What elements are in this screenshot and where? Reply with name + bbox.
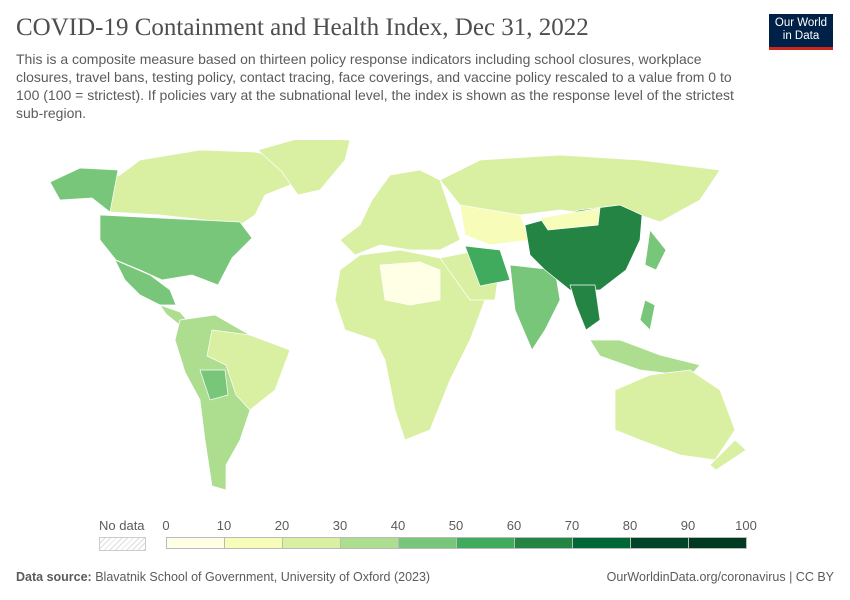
legend-bin[interactable] [572, 537, 631, 549]
country-europe[interactable]: Europe [339, 169, 461, 256]
country-sahara[interactable]: Sahara [379, 261, 441, 306]
legend-tick: 10 [216, 518, 232, 533]
country-iran[interactable]: Iran [464, 245, 511, 287]
country-kazakhstan[interactable]: Kazakhstan [459, 204, 531, 246]
legend-tick: 40 [390, 518, 406, 533]
country-africa[interactable]: Africa [334, 249, 486, 441]
logo-line: in Data [782, 29, 820, 42]
legend-tick: 70 [564, 518, 580, 533]
legend-tick: 0 [162, 518, 170, 533]
legend-bin[interactable] [688, 537, 747, 549]
country-new-zealand[interactable]: New Zealand [709, 439, 747, 471]
footer-url[interactable]: OurWorldinData.org/coronavirus | CC BY [606, 570, 834, 584]
legend-tick: 60 [506, 518, 522, 533]
legend-bin[interactable] [630, 537, 689, 549]
owid-logo[interactable]: Our World in Data [769, 14, 833, 50]
country-brazil[interactable]: Brazil [206, 329, 291, 411]
legend-bin[interactable] [224, 537, 283, 549]
country-japan[interactable]: Japan [644, 229, 667, 271]
source-text[interactable]: Blavatnik School of Government, Universi… [95, 570, 431, 584]
country-bolivia[interactable]: Bolivia [199, 369, 229, 401]
country-united-states[interactable]: United States [99, 214, 253, 286]
data-source: Data source: Blavatnik School of Governm… [16, 570, 430, 584]
country-myanmar[interactable]: Myanmar [569, 284, 601, 331]
legend-bin[interactable] [398, 537, 457, 549]
no-data-label: No data [99, 518, 145, 533]
color-legend: No data 0 10 20 30 40 50 60 70 80 90 100 [95, 516, 765, 556]
legend-bin[interactable] [166, 537, 225, 549]
country-greenland[interactable]: Greenland [257, 140, 351, 196]
legend-tick: 80 [622, 518, 638, 533]
legend-tick: 100 [735, 518, 757, 533]
country-mexico[interactable]: Mexico [114, 259, 177, 306]
country-india[interactable]: India [509, 264, 561, 351]
source-label: Data source: [16, 570, 92, 584]
legend-bin[interactable] [514, 537, 573, 549]
country-indonesia[interactable]: Indonesia [589, 339, 701, 377]
legend-tick: 50 [448, 518, 464, 533]
world-map[interactable]: CanadaAlaskaGreenlandUnited StatesMexico… [0, 140, 850, 510]
legend-bin[interactable] [282, 537, 341, 549]
country-philippines[interactable]: Philippines [639, 299, 656, 331]
legend-bin[interactable] [340, 537, 399, 549]
logo-line: Our World [774, 17, 828, 29]
country-mongolia[interactable]: Mongolia [539, 207, 601, 231]
legend-tick: 30 [332, 518, 348, 533]
chart-title: COVID-19 Containment and Health Index, D… [16, 14, 589, 41]
country-alaska[interactable]: Alaska [49, 167, 119, 213]
no-data-swatch [99, 537, 146, 551]
legend-tick: 20 [274, 518, 290, 533]
legend-tick: 90 [680, 518, 696, 533]
country-australia[interactable]: Australia [614, 369, 736, 461]
chart-subtitle: This is a composite measure based on thi… [16, 51, 734, 121]
legend-bin[interactable] [456, 537, 515, 549]
